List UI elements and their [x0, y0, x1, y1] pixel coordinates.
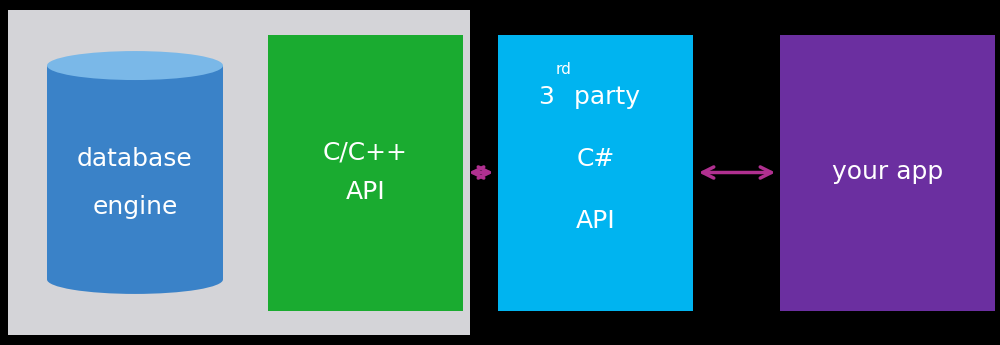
Text: API: API — [576, 209, 615, 233]
Text: C#: C# — [576, 147, 615, 170]
Ellipse shape — [47, 265, 223, 294]
Text: rd: rd — [556, 62, 571, 77]
Text: engine: engine — [92, 195, 178, 219]
Text: database: database — [77, 147, 193, 171]
Bar — [780, 34, 995, 310]
Bar — [498, 34, 693, 310]
Text: C/C++
API: C/C++ API — [323, 141, 408, 204]
Bar — [268, 34, 463, 310]
Text: 3: 3 — [538, 85, 554, 108]
Bar — [47, 66, 223, 279]
Text: your app: your app — [832, 160, 943, 185]
Bar — [8, 10, 470, 335]
Ellipse shape — [47, 51, 223, 80]
Text: party: party — [566, 85, 640, 108]
